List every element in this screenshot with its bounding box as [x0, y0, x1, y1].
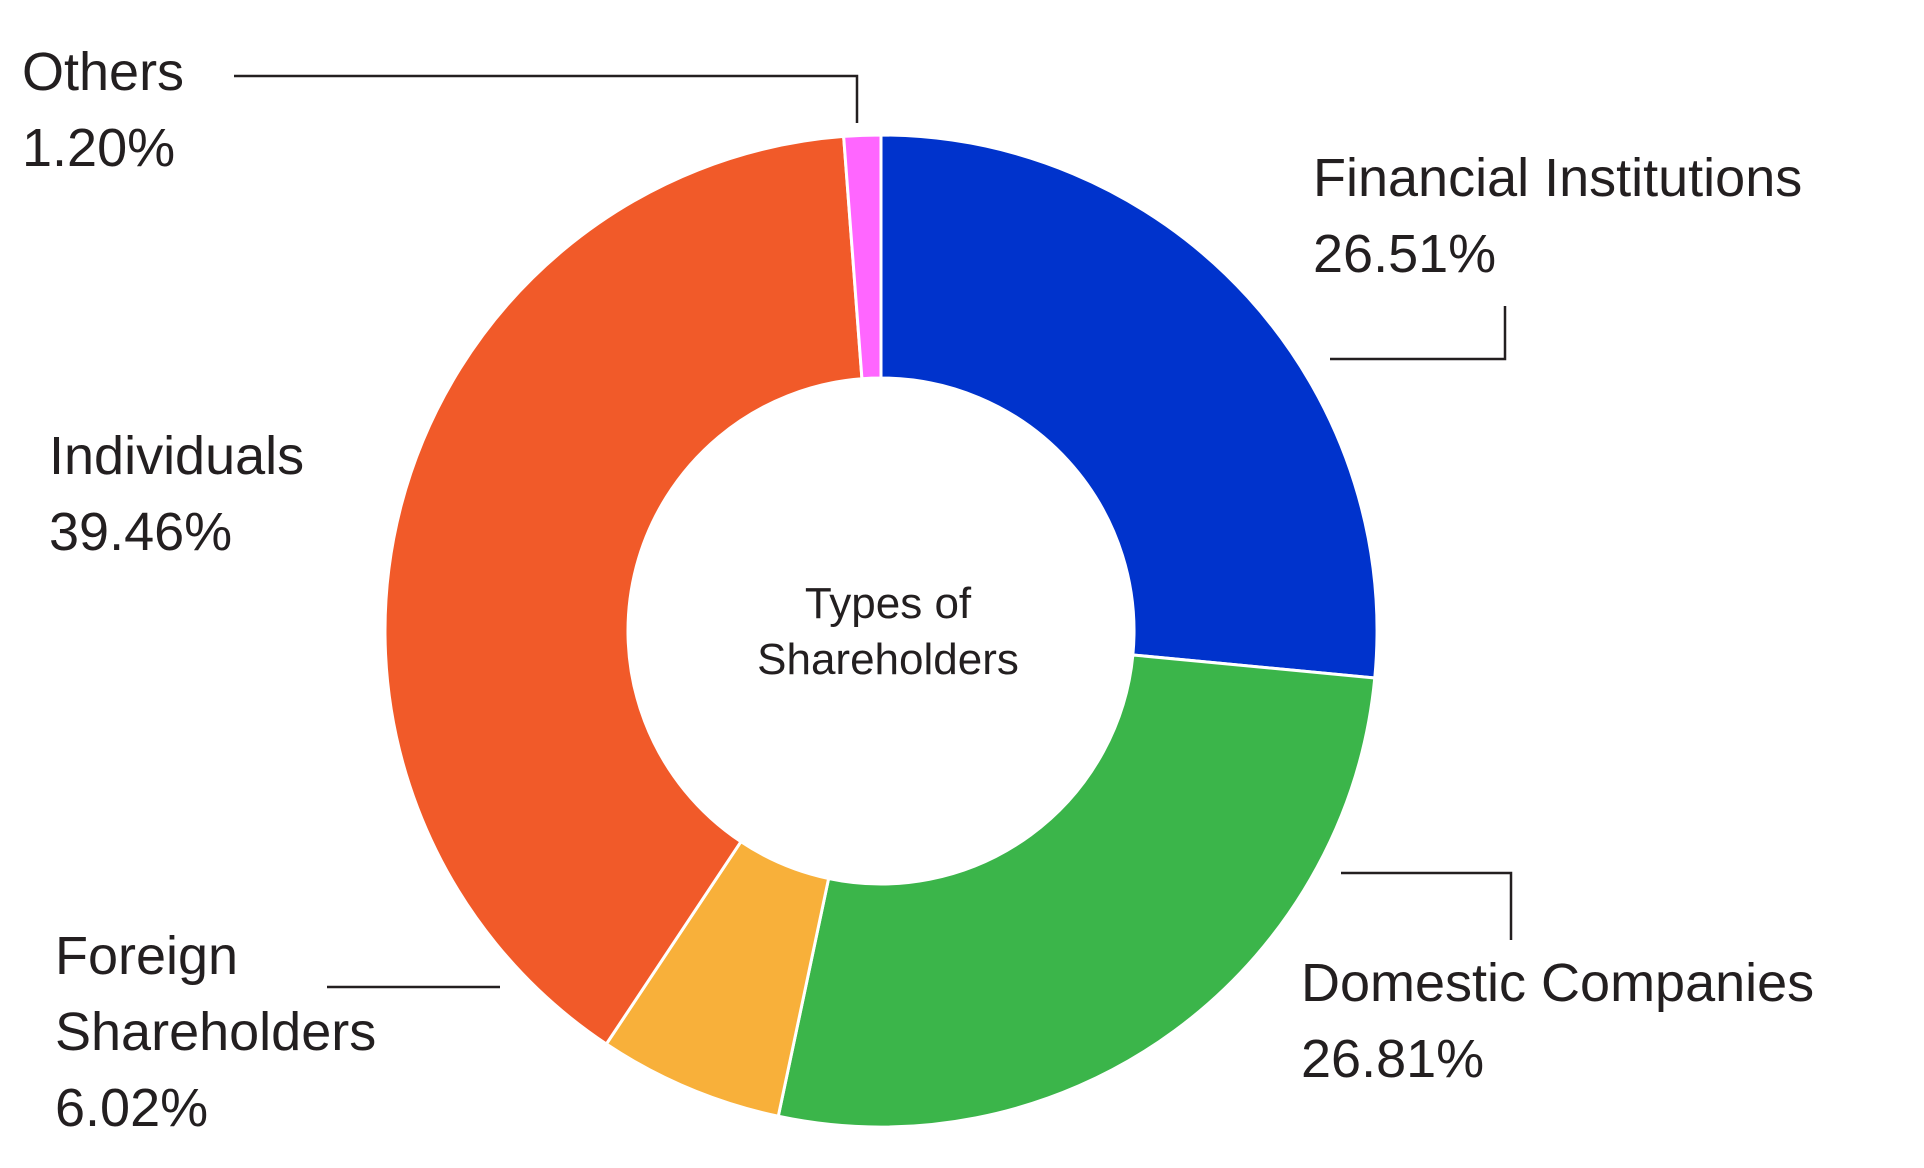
center-label: Types of [805, 579, 972, 628]
leader-line [234, 74, 859, 123]
slice-label: Others 1.20% [22, 34, 184, 186]
slice [383, 134, 864, 1047]
slice-label: Financial Institutions 26.51% [1313, 140, 1802, 292]
slice-label: Individuals 39.46% [49, 418, 304, 570]
value-label: 1.20% [22, 118, 176, 178]
slice-label: Foreign Shareholders 6.02% [55, 918, 475, 1146]
category-label: Domestic Companies [1301, 953, 1815, 1013]
category-label: Individuals [49, 426, 305, 486]
category-label: Foreign Shareholders [55, 926, 377, 1062]
leader-line [1330, 306, 1507, 361]
value-label: 26.81% [1301, 1029, 1485, 1089]
value-label: 39.46% [49, 502, 233, 562]
slice [879, 133, 1379, 680]
slice [776, 653, 1377, 1129]
slices [383, 133, 1379, 1129]
slice [842, 133, 883, 381]
center-label: Shareholders [757, 635, 1019, 684]
value-label: 26.51% [1313, 224, 1497, 284]
slice-label: Domestic Companies 26.81% [1301, 945, 1814, 1097]
value-label: 6.02% [55, 1078, 209, 1138]
leader-line [1341, 871, 1513, 940]
category-label: Others [22, 42, 185, 102]
category-label: Financial Institutions [1313, 148, 1803, 208]
